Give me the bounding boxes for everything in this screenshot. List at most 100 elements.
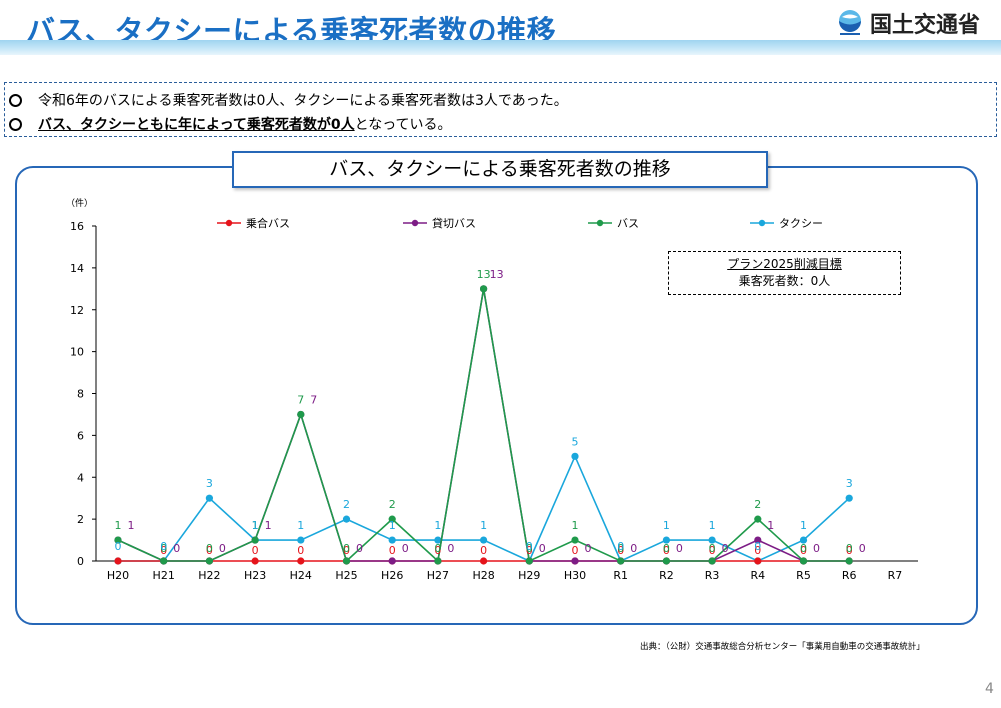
data-point <box>434 557 442 565</box>
y-tick-label: 14 <box>70 262 84 275</box>
data-label: 13 <box>477 268 491 281</box>
x-tick-label: H30 <box>564 569 586 582</box>
x-tick-label: H28 <box>472 569 494 582</box>
data-label: 0 <box>434 542 441 555</box>
x-tick-label: H29 <box>518 569 540 582</box>
data-point <box>342 515 351 523</box>
legend-marker <box>596 219 604 227</box>
data-label: 0 <box>754 544 761 557</box>
data-label: 2 <box>754 498 761 511</box>
summary-line-2: バス、タクシーともに年によって乗客死者数が0人 となっている。 <box>9 114 452 134</box>
data-point <box>388 515 396 523</box>
data-point <box>297 557 305 565</box>
y-tick-label: 6 <box>77 429 84 442</box>
data-label: 0 <box>709 544 716 557</box>
data-label: 0 <box>813 542 820 555</box>
x-tick-label: R2 <box>659 569 674 582</box>
data-label: 0 <box>526 544 533 557</box>
y-tick-label: 2 <box>77 513 84 526</box>
data-label: 0 <box>859 542 866 555</box>
data-point <box>525 557 533 565</box>
data-point <box>251 536 259 544</box>
summary-text-2-emphasis: バス、タクシーともに年によって乗客死者数が0人 <box>38 117 355 133</box>
data-point <box>571 452 579 460</box>
data-label: 1 <box>663 519 670 532</box>
data-point <box>799 536 808 544</box>
data-point <box>799 557 808 565</box>
target-value: 乗客死者数：0人 <box>738 274 831 288</box>
data-label: 0 <box>800 542 807 555</box>
data-label: 0 <box>526 542 533 555</box>
data-point <box>845 494 853 502</box>
y-tick-label: 8 <box>77 388 84 401</box>
data-point <box>480 285 488 293</box>
data-point <box>251 557 259 565</box>
data-label: 0 <box>219 542 226 555</box>
data-label: 0 <box>617 544 624 557</box>
x-tick-label: H27 <box>427 569 449 582</box>
data-point <box>342 557 351 565</box>
data-point <box>434 536 442 544</box>
data-point <box>480 536 488 544</box>
data-point <box>160 557 168 565</box>
page-number: 4 <box>985 681 994 697</box>
data-point <box>754 557 762 565</box>
source-note: 出典：（公財）交通事故総合分析センター「事業用自動車の交通事故統計」 <box>640 642 925 652</box>
legend-marker <box>411 219 419 227</box>
data-label: 0 <box>585 542 592 555</box>
x-tick-label: R7 <box>888 569 903 582</box>
data-label: 0 <box>846 544 853 557</box>
data-label: 1 <box>115 519 122 532</box>
bullet-circle-icon <box>9 93 22 107</box>
data-label: 1 <box>480 519 487 532</box>
data-label: 1 <box>265 519 272 532</box>
data-label: 7 <box>297 393 304 406</box>
x-tick-label: R6 <box>842 569 857 582</box>
data-label: 1 <box>709 519 716 532</box>
data-point <box>754 536 762 544</box>
data-label: 0 <box>173 542 180 555</box>
data-label: 1 <box>434 519 441 532</box>
target-box: プラン2025削減目標 乗客死者数：0人 <box>668 251 901 295</box>
data-point <box>297 410 305 419</box>
legend-label: タクシー <box>779 217 823 230</box>
data-label: 1 <box>389 519 396 532</box>
data-point <box>662 557 671 565</box>
chart-title: バス、タクシーによる乗客死者数の推移 <box>232 151 768 188</box>
data-label: 0 <box>526 540 533 553</box>
data-label: 0 <box>389 544 396 557</box>
data-label: 0 <box>160 544 167 557</box>
data-label: 0 <box>160 542 167 555</box>
data-label: 0 <box>297 544 304 557</box>
data-point <box>662 536 671 544</box>
y-tick-label: 0 <box>77 555 84 568</box>
x-tick-label: H25 <box>335 569 357 582</box>
y-tick-label: 4 <box>77 471 84 484</box>
data-point <box>388 557 396 565</box>
y-tick-label: 10 <box>70 346 84 359</box>
data-label: 0 <box>356 542 363 555</box>
data-label: 0 <box>800 544 807 557</box>
data-point <box>845 557 853 565</box>
target-title: プラン2025削減目標 <box>727 257 842 271</box>
data-label: 3 <box>846 477 853 490</box>
data-label: 0 <box>539 542 546 555</box>
data-label: 1 <box>800 519 807 532</box>
data-label: 0 <box>676 542 683 555</box>
data-point <box>114 557 122 565</box>
data-point <box>388 536 396 544</box>
y-axis-unit: （件） <box>66 197 93 209</box>
data-label: 0 <box>617 540 624 553</box>
x-tick-label: R5 <box>796 569 811 582</box>
data-label: 2 <box>389 498 396 511</box>
data-label: 0 <box>846 542 853 555</box>
data-label: 0 <box>617 542 624 555</box>
data-label: 0 <box>434 544 441 557</box>
summary-text-2-rest: となっている。 <box>354 117 452 133</box>
data-point <box>205 494 213 502</box>
data-label: 0 <box>447 542 454 555</box>
data-label: 0 <box>206 542 213 555</box>
data-label: 0 <box>572 544 579 557</box>
mlit-logo-icon <box>839 10 861 35</box>
